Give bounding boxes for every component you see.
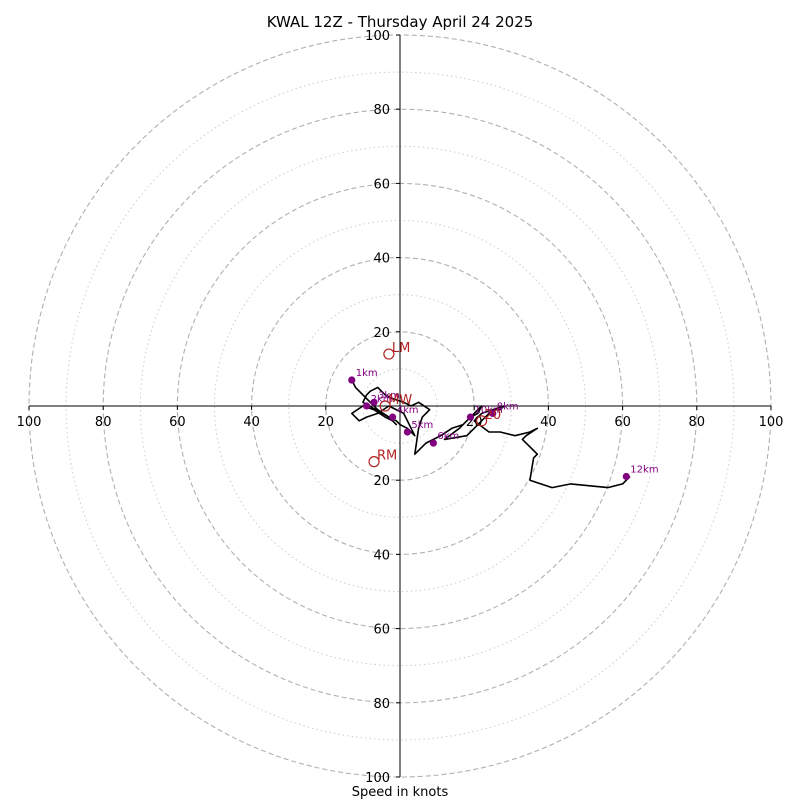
height-marker-3km: [370, 398, 378, 406]
storm-motion-markers: LM RM MW 20: [368, 341, 502, 468]
y-tick-label: 80: [373, 103, 390, 118]
height-marker-label: 12km: [630, 464, 658, 475]
x-tick-label: 80: [689, 415, 706, 430]
height-marker-label: 4km: [397, 405, 419, 416]
motion-marker-LM: [383, 348, 395, 360]
x-tick-label: 20: [318, 415, 335, 430]
x-tick-label: 40: [243, 415, 260, 430]
axes: [29, 35, 771, 777]
height-marker-label: 2km: [371, 394, 393, 405]
height-marker-label: 10km: [474, 405, 502, 416]
wind-trace-line: [350, 379, 631, 489]
y-tick-label: 100: [365, 29, 390, 44]
motion-marker-label: MW: [388, 393, 412, 408]
height-marker-label: 5km: [411, 420, 433, 431]
y-tick-label: 80: [373, 697, 390, 712]
motion-marker-label: RM: [377, 449, 397, 464]
chart-title: KWAL 12Z - Thursday April 24 2025: [267, 13, 534, 31]
y-tick-label: 100: [365, 771, 390, 786]
motion-marker-RM: [368, 456, 380, 468]
height-marker-label: 1km: [356, 368, 378, 379]
motion-marker-MW: [379, 400, 391, 412]
height-marker-10km: [466, 413, 475, 421]
y-tick-label: 40: [373, 548, 390, 563]
motion-marker-label: 20: [485, 408, 502, 423]
height-marker-label: 8km: [497, 401, 519, 412]
height-marker-8km: [489, 409, 497, 418]
x-axis-label: Speed in knots: [352, 785, 449, 800]
height-marker-5km: [403, 428, 412, 436]
y-tick-label: 60: [373, 177, 390, 192]
x-tick-label: 100: [759, 415, 784, 430]
x-tick-label: 100: [17, 415, 42, 430]
motion-marker-label: LM: [392, 341, 410, 356]
height-marker-1km: [348, 376, 356, 384]
tick-labels: 100 100 80 80 60 60 40 40 20 20 20 20 40 40 60 60 80 80 10…: [17, 29, 784, 786]
motion-marker-20: [476, 415, 488, 427]
height-marker-2km: [363, 402, 371, 410]
y-tick-label: 20: [373, 474, 390, 489]
x-tick-label: 60: [169, 415, 186, 430]
height-marker-label: 3km: [378, 390, 400, 401]
x-tick-label: 60: [614, 415, 631, 430]
x-tick-label: 40: [540, 415, 557, 430]
height-marker-12km: [622, 472, 630, 481]
y-tick-label: 40: [373, 252, 390, 267]
height-marker-6km: [429, 439, 437, 447]
y-tick-label: 60: [373, 623, 390, 638]
y-tick-label: 20: [373, 326, 390, 341]
height-marker-label: 6km: [437, 431, 459, 442]
wind-trace: [350, 379, 631, 489]
x-tick-label: 80: [95, 415, 112, 430]
height-marker-4km: [388, 413, 397, 421]
